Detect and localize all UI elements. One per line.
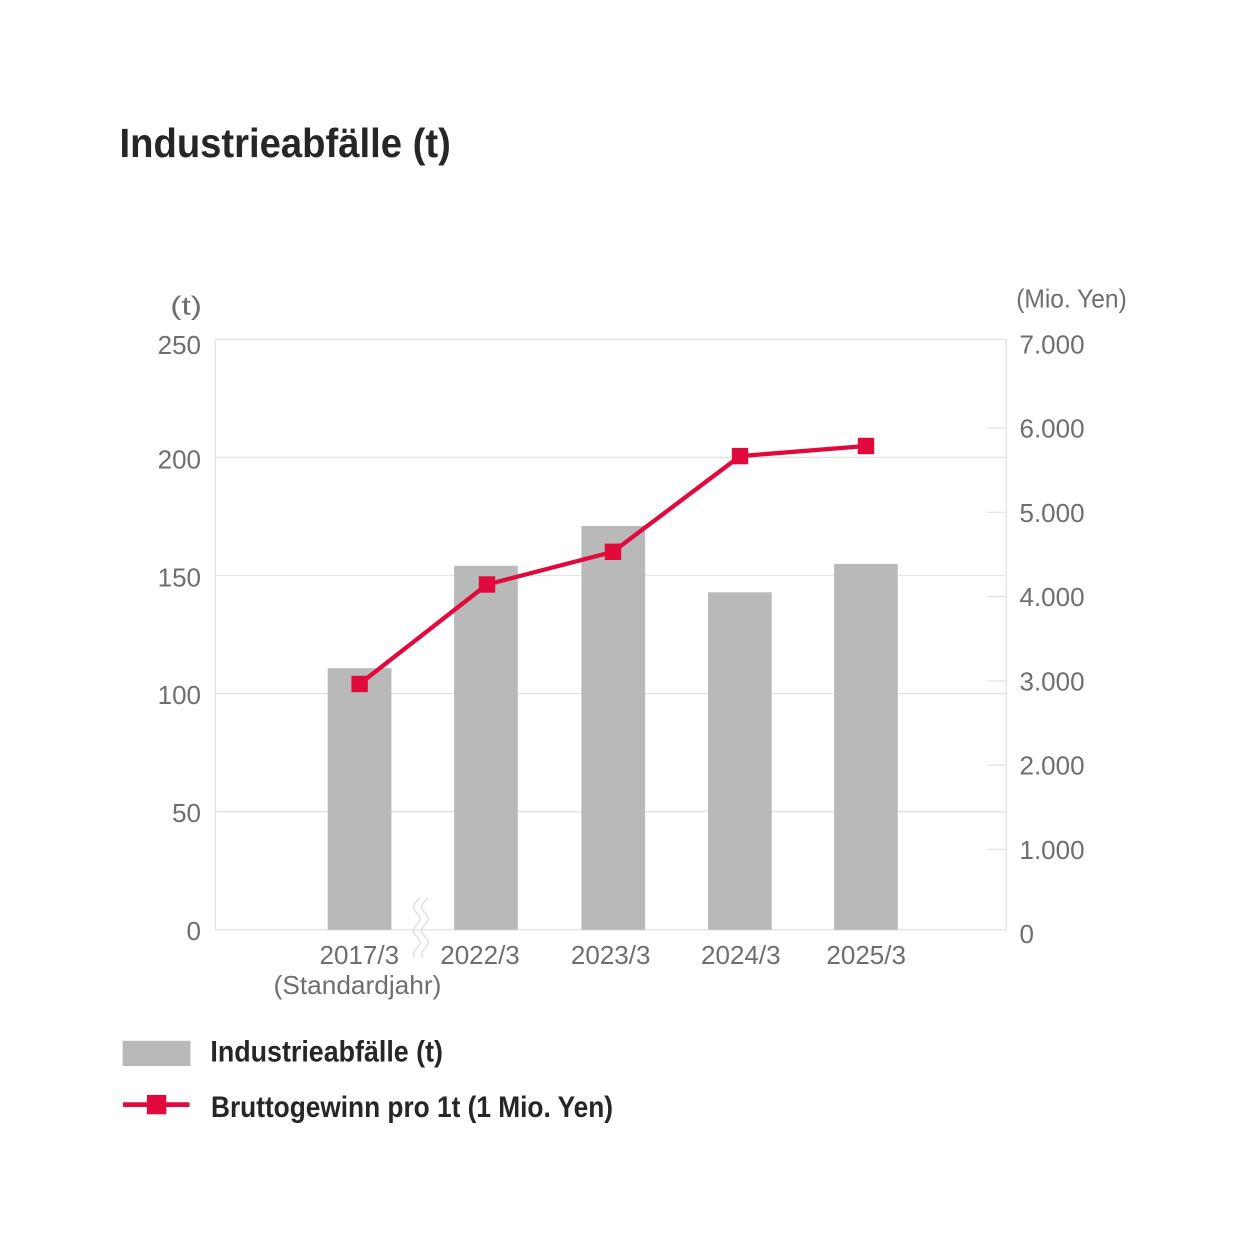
- svg-text:2023/3: 2023/3: [571, 940, 651, 970]
- svg-text:5.000: 5.000: [1020, 498, 1085, 528]
- svg-text:6.000: 6.000: [1020, 414, 1085, 444]
- svg-text:200: 200: [158, 444, 201, 474]
- svg-text:250: 250: [158, 330, 201, 360]
- svg-text:(Mio. Yen): (Mio. Yen): [1016, 284, 1127, 314]
- svg-text:7.000: 7.000: [1020, 330, 1085, 360]
- svg-text:(Standardjahr): (Standardjahr): [274, 970, 442, 1000]
- svg-text:50: 50: [172, 798, 201, 828]
- svg-text:0: 0: [1020, 919, 1034, 949]
- svg-text:0: 0: [187, 916, 201, 946]
- svg-text:2.000: 2.000: [1020, 751, 1085, 781]
- svg-text:Industrieabfälle (t): Industrieabfälle (t): [210, 1036, 443, 1069]
- svg-text:1.000: 1.000: [1020, 835, 1085, 865]
- svg-text:2022/3: 2022/3: [440, 940, 520, 970]
- svg-text:3.000: 3.000: [1020, 667, 1085, 697]
- svg-text:150: 150: [158, 562, 201, 592]
- svg-text:4.000: 4.000: [1020, 582, 1085, 612]
- svg-text:(t): (t): [170, 291, 202, 321]
- svg-text:2024/3: 2024/3: [701, 940, 781, 970]
- svg-text:100: 100: [158, 680, 201, 710]
- svg-text:2025/3: 2025/3: [826, 940, 906, 970]
- svg-text:Bruttogewinn pro 1t (1 Mio. Ye: Bruttogewinn pro 1t (1 Mio. Yen): [211, 1091, 613, 1124]
- svg-text:2017/3: 2017/3: [320, 940, 400, 970]
- svg-text:Industrieabfälle (t): Industrieabfälle (t): [120, 120, 451, 166]
